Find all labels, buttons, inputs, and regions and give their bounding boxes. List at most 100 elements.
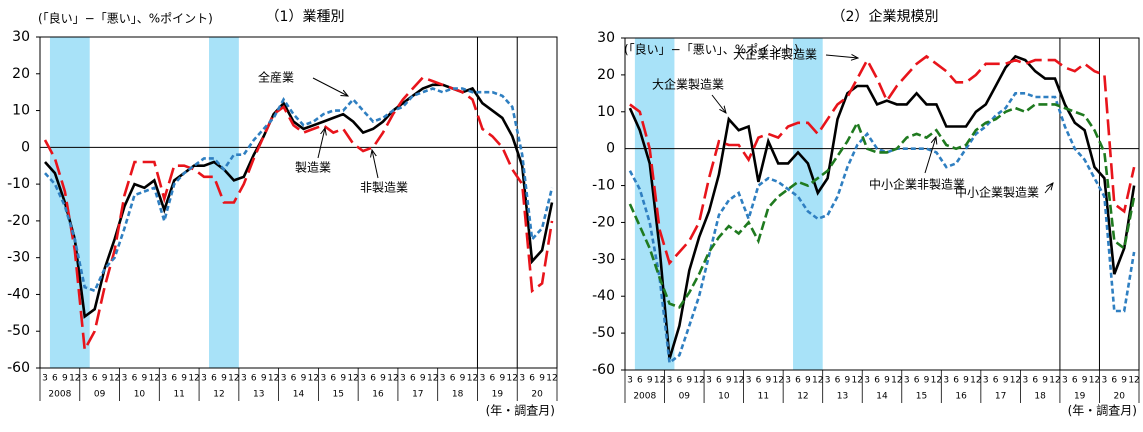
x-tick-label: 12 xyxy=(654,376,665,386)
y-tick-label: 30 xyxy=(597,30,615,46)
x-tick-label: 6 xyxy=(795,376,801,386)
x-tick-label: 6 xyxy=(450,374,456,384)
y-tick-label: 10 xyxy=(597,104,615,120)
series-label-arrow xyxy=(825,55,858,58)
x-tick-label: 6 xyxy=(132,374,138,384)
x-tick-label: 9 xyxy=(181,374,187,384)
x-tick-label: 6 xyxy=(1111,376,1117,386)
x-tick-label: 3 xyxy=(440,374,446,384)
x-tick-label: 6 xyxy=(330,374,336,384)
x-tick-label: 12 xyxy=(772,376,783,386)
x-tick-label: 12 xyxy=(970,376,981,386)
series-line xyxy=(629,54,1136,266)
x-tick-label: 9 xyxy=(499,374,505,384)
x-tick-label: 9 xyxy=(380,374,386,384)
series-label: 全産業 xyxy=(258,70,294,85)
x-tick-label: 9 xyxy=(221,374,227,384)
x-tick-label: 12 xyxy=(1049,376,1060,386)
series-label-arrow xyxy=(711,94,726,113)
series-label-arrow xyxy=(312,77,348,96)
year-label: 17 xyxy=(412,390,423,400)
x-tick-label: 12 xyxy=(188,374,199,384)
x-tick-label: 3 xyxy=(201,374,207,384)
y-tick-label: -40 xyxy=(7,286,30,302)
y-tick-label: -40 xyxy=(592,288,615,304)
x-tick-label: 9 xyxy=(1003,376,1009,386)
x-tick-label: 3 xyxy=(1022,376,1028,386)
x-tick-label: 12 xyxy=(467,374,478,384)
x-tick-label: 6 xyxy=(291,374,297,384)
x-tick-label: 12 xyxy=(1128,376,1139,386)
y-tick-label: -10 xyxy=(7,176,30,192)
y-tick-label: -60 xyxy=(592,362,615,378)
series-label: 大企業非製造業 xyxy=(733,47,817,62)
x-tick-label: 3 xyxy=(943,376,949,386)
x-axis-label: (年・調査月) xyxy=(486,404,555,418)
x-tick-label: 6 xyxy=(52,374,58,384)
x-tick-label: 3 xyxy=(480,374,486,384)
series-label-arrow xyxy=(1044,183,1053,194)
plot-frame xyxy=(39,36,558,369)
chart-title: （1）業種別 xyxy=(266,9,345,25)
year-label: 10 xyxy=(134,390,146,400)
y-tick-label: 20 xyxy=(12,66,30,82)
x-tick-label: 3 xyxy=(746,376,752,386)
year-label: 16 xyxy=(955,392,967,402)
x-tick-label: 6 xyxy=(993,376,999,386)
x-tick-label: 6 xyxy=(835,376,841,386)
year-label: 10 xyxy=(718,392,730,402)
y-tick-label: -30 xyxy=(592,251,615,267)
x-tick-label: 3 xyxy=(983,376,989,386)
year-label: 14 xyxy=(876,392,888,402)
x-tick-label: 3 xyxy=(281,374,287,384)
series-line xyxy=(628,92,1136,365)
series-label: 中小企業非製造業 xyxy=(869,177,965,192)
x-tick-label: 9 xyxy=(805,376,811,386)
x-tick-label: 3 xyxy=(400,374,406,384)
x-tick-label: 9 xyxy=(420,374,426,384)
series-label: 大企業製造業 xyxy=(652,77,724,92)
x-tick-label: 12 xyxy=(149,374,160,384)
chart-title: （2）企業規模別 xyxy=(832,8,939,25)
x-tick-label: 9 xyxy=(726,376,732,386)
year-label: 15 xyxy=(916,392,927,402)
series-line xyxy=(43,75,554,354)
series-label: 中小企業製造業 xyxy=(955,185,1039,200)
year-label: 20 xyxy=(1114,392,1126,402)
x-tick-label: 12 xyxy=(308,374,319,384)
y-tick-label: -10 xyxy=(592,178,615,194)
x-tick-label: 12 xyxy=(268,374,279,384)
series-line xyxy=(44,87,554,293)
x-tick-label: 12 xyxy=(931,376,942,386)
x-tick-label: 6 xyxy=(171,374,177,384)
year-label: 17 xyxy=(995,392,1006,402)
y-tick-label: 30 xyxy=(12,29,30,45)
y-tick-label: -50 xyxy=(7,323,30,339)
x-tick-label: 9 xyxy=(102,374,108,384)
x-tick-label: 3 xyxy=(241,374,247,384)
x-tick-label: 3 xyxy=(706,376,712,386)
x-tick-label: 9 xyxy=(301,374,307,384)
x-tick-label: 3 xyxy=(320,374,326,384)
x-tick-label: 6 xyxy=(874,376,880,386)
x-tick-label: 9 xyxy=(647,376,653,386)
year-label: 18 xyxy=(452,390,464,400)
x-tick-label: 6 xyxy=(1032,376,1038,386)
x-tick-label: 3 xyxy=(627,376,633,386)
series-line xyxy=(628,103,1136,309)
x-tick-label: 6 xyxy=(490,374,496,384)
x-tick-label: 3 xyxy=(42,374,48,384)
x-tick-label: 3 xyxy=(1102,376,1108,386)
x-tick-label: 9 xyxy=(142,374,148,384)
x-axis-label: (年・調査月) xyxy=(1068,404,1137,418)
x-tick-label: 12 xyxy=(812,376,823,386)
x-tick-label: 12 xyxy=(427,374,438,384)
x-tick-label: 6 xyxy=(529,374,535,384)
x-tick-label: 12 xyxy=(852,376,863,386)
x-tick-label: 3 xyxy=(161,374,167,384)
x-tick-label: 9 xyxy=(845,376,851,386)
x-tick-label: 6 xyxy=(251,374,257,384)
x-tick-label: 12 xyxy=(109,374,120,384)
year-label: 13 xyxy=(253,390,264,400)
